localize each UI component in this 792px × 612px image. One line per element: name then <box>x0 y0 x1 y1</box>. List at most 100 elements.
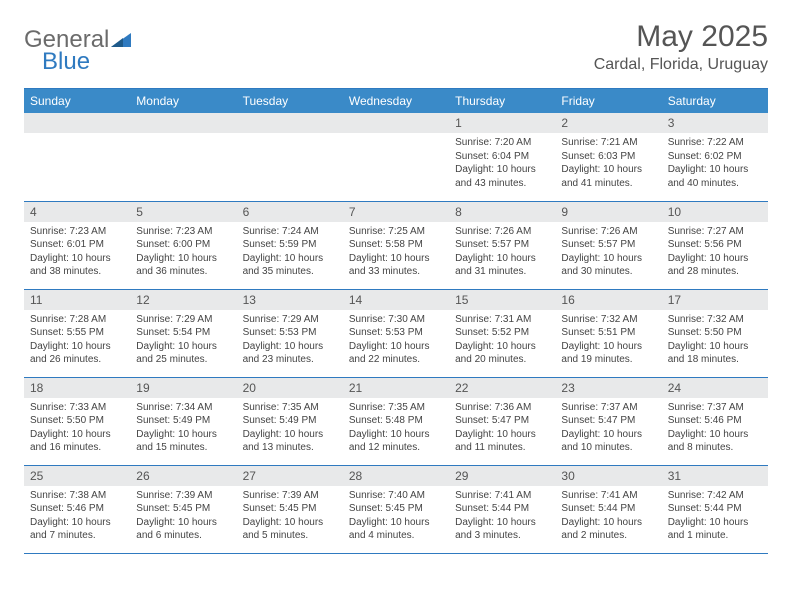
daylight-text: Daylight: 10 hours and 41 minutes. <box>561 163 655 190</box>
day-number: 15 <box>449 290 555 310</box>
day-details: Sunrise: 7:37 AMSunset: 5:47 PMDaylight:… <box>555 398 661 460</box>
daylight-text: Daylight: 10 hours and 28 minutes. <box>668 252 762 279</box>
day-details: Sunrise: 7:21 AMSunset: 6:03 PMDaylight:… <box>555 133 661 195</box>
sunset-text: Sunset: 5:50 PM <box>668 326 762 340</box>
daylight-text: Daylight: 10 hours and 20 minutes. <box>455 340 549 367</box>
daylight-text: Daylight: 10 hours and 7 minutes. <box>30 516 124 543</box>
day-number: 9 <box>555 202 661 222</box>
daylight-text: Daylight: 10 hours and 30 minutes. <box>561 252 655 279</box>
sunset-text: Sunset: 6:00 PM <box>136 238 230 252</box>
daylight-text: Daylight: 10 hours and 38 minutes. <box>30 252 124 279</box>
month-title: May 2025 <box>594 20 768 54</box>
calendar-day-cell: 20Sunrise: 7:35 AMSunset: 5:49 PMDayligh… <box>237 377 343 465</box>
weekday-header: Sunday <box>24 89 130 114</box>
calendar-day-cell: 14Sunrise: 7:30 AMSunset: 5:53 PMDayligh… <box>343 289 449 377</box>
day-details: Sunrise: 7:27 AMSunset: 5:56 PMDaylight:… <box>662 222 768 284</box>
day-details: Sunrise: 7:39 AMSunset: 5:45 PMDaylight:… <box>237 486 343 548</box>
sunset-text: Sunset: 6:01 PM <box>30 238 124 252</box>
calendar-day-cell: 5Sunrise: 7:23 AMSunset: 6:00 PMDaylight… <box>130 201 236 289</box>
sunset-text: Sunset: 5:56 PM <box>668 238 762 252</box>
calendar-day-cell: 18Sunrise: 7:33 AMSunset: 5:50 PMDayligh… <box>24 377 130 465</box>
sunset-text: Sunset: 5:55 PM <box>30 326 124 340</box>
calendar-day-cell: 1Sunrise: 7:20 AMSunset: 6:04 PMDaylight… <box>449 113 555 201</box>
daylight-text: Daylight: 10 hours and 11 minutes. <box>455 428 549 455</box>
daylight-text: Daylight: 10 hours and 10 minutes. <box>561 428 655 455</box>
day-number: 16 <box>555 290 661 310</box>
day-number: 29 <box>449 466 555 486</box>
sunrise-text: Sunrise: 7:38 AM <box>30 489 124 503</box>
weekday-header-row: Sunday Monday Tuesday Wednesday Thursday… <box>24 89 768 114</box>
sunset-text: Sunset: 5:45 PM <box>349 502 443 516</box>
daylight-text: Daylight: 10 hours and 4 minutes. <box>349 516 443 543</box>
daylight-text: Daylight: 10 hours and 36 minutes. <box>136 252 230 279</box>
daylight-text: Daylight: 10 hours and 25 minutes. <box>136 340 230 367</box>
day-number: 26 <box>130 466 236 486</box>
day-details: Sunrise: 7:25 AMSunset: 5:58 PMDaylight:… <box>343 222 449 284</box>
weekday-header: Saturday <box>662 89 768 114</box>
daylight-text: Daylight: 10 hours and 15 minutes. <box>136 428 230 455</box>
day-number: 28 <box>343 466 449 486</box>
calendar-day-cell: 12Sunrise: 7:29 AMSunset: 5:54 PMDayligh… <box>130 289 236 377</box>
calendar-day-cell <box>130 113 236 201</box>
day-number: 22 <box>449 378 555 398</box>
daylight-text: Daylight: 10 hours and 35 minutes. <box>243 252 337 279</box>
sunset-text: Sunset: 5:47 PM <box>455 414 549 428</box>
day-number: 21 <box>343 378 449 398</box>
logo-text-blue: Blue <box>42 48 90 76</box>
sunset-text: Sunset: 5:57 PM <box>561 238 655 252</box>
calendar-week-row: 1Sunrise: 7:20 AMSunset: 6:04 PMDaylight… <box>24 113 768 201</box>
calendar-day-cell: 10Sunrise: 7:27 AMSunset: 5:56 PMDayligh… <box>662 201 768 289</box>
sunset-text: Sunset: 5:59 PM <box>243 238 337 252</box>
sunrise-text: Sunrise: 7:24 AM <box>243 225 337 239</box>
empty-day-bar <box>343 113 449 133</box>
day-details: Sunrise: 7:32 AMSunset: 5:50 PMDaylight:… <box>662 310 768 372</box>
day-details: Sunrise: 7:20 AMSunset: 6:04 PMDaylight:… <box>449 133 555 195</box>
calendar-day-cell: 16Sunrise: 7:32 AMSunset: 5:51 PMDayligh… <box>555 289 661 377</box>
sunrise-text: Sunrise: 7:39 AM <box>136 489 230 503</box>
day-details: Sunrise: 7:23 AMSunset: 6:01 PMDaylight:… <box>24 222 130 284</box>
day-number: 4 <box>24 202 130 222</box>
sunrise-text: Sunrise: 7:27 AM <box>668 225 762 239</box>
sunset-text: Sunset: 6:03 PM <box>561 150 655 164</box>
daylight-text: Daylight: 10 hours and 43 minutes. <box>455 163 549 190</box>
daylight-text: Daylight: 10 hours and 22 minutes. <box>349 340 443 367</box>
day-details: Sunrise: 7:23 AMSunset: 6:00 PMDaylight:… <box>130 222 236 284</box>
day-number: 12 <box>130 290 236 310</box>
day-number: 7 <box>343 202 449 222</box>
day-number: 14 <box>343 290 449 310</box>
day-details: Sunrise: 7:26 AMSunset: 5:57 PMDaylight:… <box>555 222 661 284</box>
weekday-header: Tuesday <box>237 89 343 114</box>
day-number: 6 <box>237 202 343 222</box>
day-number: 1 <box>449 113 555 133</box>
calendar-day-cell: 21Sunrise: 7:35 AMSunset: 5:48 PMDayligh… <box>343 377 449 465</box>
daylight-text: Daylight: 10 hours and 2 minutes. <box>561 516 655 543</box>
calendar-day-cell: 7Sunrise: 7:25 AMSunset: 5:58 PMDaylight… <box>343 201 449 289</box>
day-details: Sunrise: 7:42 AMSunset: 5:44 PMDaylight:… <box>662 486 768 548</box>
day-number: 24 <box>662 378 768 398</box>
calendar-day-cell: 3Sunrise: 7:22 AMSunset: 6:02 PMDaylight… <box>662 113 768 201</box>
day-details: Sunrise: 7:41 AMSunset: 5:44 PMDaylight:… <box>449 486 555 548</box>
day-details: Sunrise: 7:30 AMSunset: 5:53 PMDaylight:… <box>343 310 449 372</box>
day-details: Sunrise: 7:33 AMSunset: 5:50 PMDaylight:… <box>24 398 130 460</box>
day-details: Sunrise: 7:22 AMSunset: 6:02 PMDaylight:… <box>662 133 768 195</box>
sunset-text: Sunset: 5:49 PM <box>136 414 230 428</box>
sunset-text: Sunset: 5:53 PM <box>243 326 337 340</box>
calendar-day-cell: 28Sunrise: 7:40 AMSunset: 5:45 PMDayligh… <box>343 465 449 553</box>
daylight-text: Daylight: 10 hours and 31 minutes. <box>455 252 549 279</box>
daylight-text: Daylight: 10 hours and 19 minutes. <box>561 340 655 367</box>
empty-day-bar <box>237 113 343 133</box>
daylight-text: Daylight: 10 hours and 33 minutes. <box>349 252 443 279</box>
calendar-day-cell: 17Sunrise: 7:32 AMSunset: 5:50 PMDayligh… <box>662 289 768 377</box>
sunrise-text: Sunrise: 7:42 AM <box>668 489 762 503</box>
day-details: Sunrise: 7:40 AMSunset: 5:45 PMDaylight:… <box>343 486 449 548</box>
day-details: Sunrise: 7:35 AMSunset: 5:49 PMDaylight:… <box>237 398 343 460</box>
sunrise-text: Sunrise: 7:34 AM <box>136 401 230 415</box>
sunrise-text: Sunrise: 7:20 AM <box>455 136 549 150</box>
day-details: Sunrise: 7:41 AMSunset: 5:44 PMDaylight:… <box>555 486 661 548</box>
day-number: 27 <box>237 466 343 486</box>
sunset-text: Sunset: 5:46 PM <box>668 414 762 428</box>
sunrise-text: Sunrise: 7:37 AM <box>561 401 655 415</box>
day-details: Sunrise: 7:26 AMSunset: 5:57 PMDaylight:… <box>449 222 555 284</box>
calendar-page: General May 2025 Cardal, Florida, Urugua… <box>0 0 792 574</box>
day-number: 13 <box>237 290 343 310</box>
